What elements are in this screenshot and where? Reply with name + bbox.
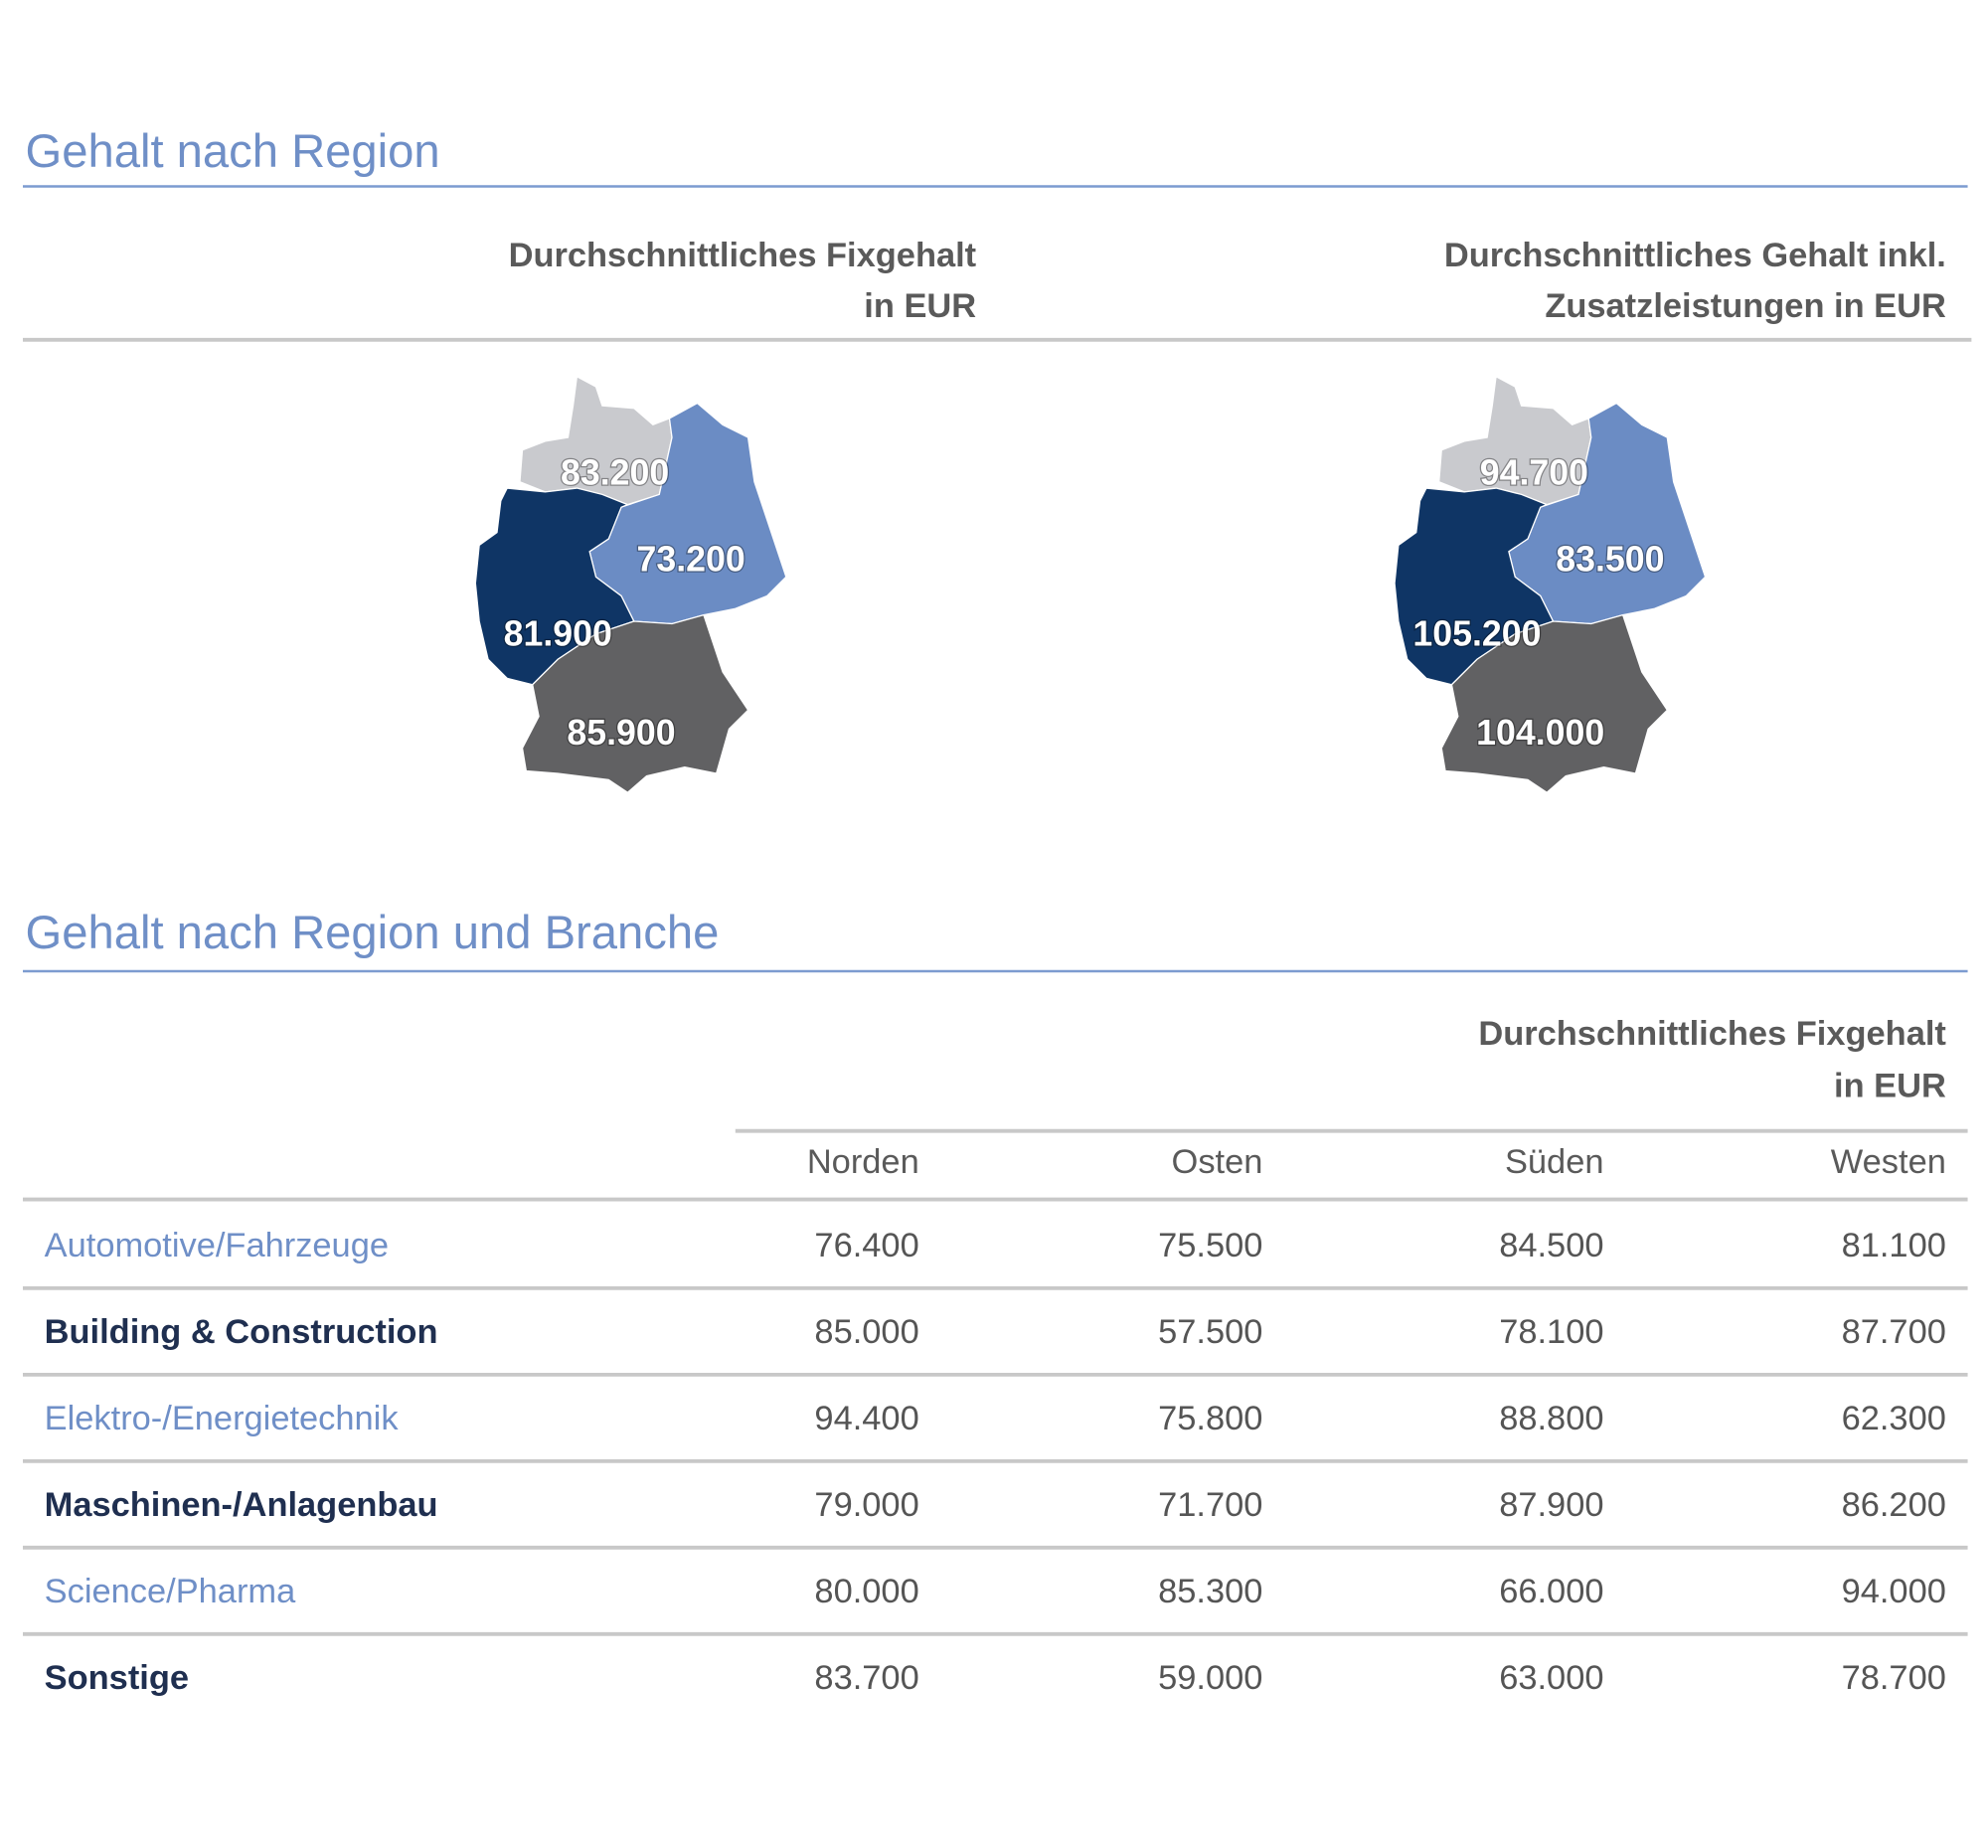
cell-value: 76.400: [814, 1227, 918, 1264]
map-value: 81.900: [504, 614, 612, 654]
column-header: Osten: [1172, 1143, 1263, 1181]
map-value: 85.900: [567, 713, 675, 753]
cell-value: 84.500: [1499, 1227, 1603, 1264]
cell-value: 94.000: [1842, 1573, 1946, 1610]
map-value: 83.200: [561, 453, 669, 493]
cell-value: 87.900: [1499, 1486, 1603, 1524]
cell-value: 59.000: [1158, 1659, 1262, 1697]
cell-value: 81.100: [1842, 1227, 1946, 1264]
cell-value: 94.400: [814, 1400, 918, 1437]
row-label: Sonstige: [45, 1659, 189, 1697]
table-caption: Durchschnittliches Fixgehalt: [1478, 1015, 1946, 1053]
row-label: Elektro-/Energietechnik: [45, 1400, 400, 1437]
column-header: Westen: [1831, 1143, 1946, 1181]
cell-value: 78.100: [1499, 1313, 1603, 1351]
cell-value: 88.800: [1499, 1400, 1603, 1437]
map-value: 104.000: [1476, 713, 1604, 753]
cell-value: 71.700: [1158, 1486, 1262, 1524]
cell-value: 80.000: [814, 1573, 918, 1610]
map-value: 73.200: [637, 539, 746, 579]
map-value: 105.200: [1412, 614, 1541, 654]
map: Durchschnittliches Gehalt inkl. Zusatzlei…: [1394, 237, 1946, 793]
cell-value: 78.700: [1842, 1659, 1946, 1697]
cell-value: 57.500: [1158, 1313, 1262, 1351]
map-caption: Zusatzleistungen in EUR: [1545, 287, 1946, 325]
map-caption: Durchschnittliches Fixgehalt: [509, 237, 977, 274]
row-label: Automotive/Fahrzeuge: [45, 1227, 389, 1264]
cell-value: 75.800: [1158, 1400, 1262, 1437]
cell-value: 83.700: [814, 1659, 918, 1697]
map-caption: in EUR: [864, 287, 976, 325]
section-title: Gehalt nach Region und Branche: [26, 907, 720, 959]
cell-value: 66.000: [1499, 1573, 1603, 1610]
map-region: [1440, 613, 1669, 793]
map-caption: Durchschnittliches Gehalt inkl.: [1444, 237, 1946, 274]
cell-value: 86.200: [1842, 1486, 1946, 1524]
map: Durchschnittliches Fixgehalt in EUR 83.200…: [474, 237, 977, 793]
cell-value: 85.000: [814, 1313, 918, 1351]
map-value: 94.700: [1480, 453, 1588, 493]
map-value: 83.500: [1556, 539, 1664, 579]
cell-value: 63.000: [1499, 1659, 1603, 1697]
section-title: Gehalt nach Region: [26, 125, 440, 178]
column-header: Süden: [1505, 1143, 1604, 1181]
row-label: Building & Construction: [45, 1313, 438, 1351]
table-caption: in EUR: [1834, 1067, 1946, 1104]
cell-value: 79.000: [814, 1486, 918, 1524]
cell-value: 62.300: [1842, 1400, 1946, 1437]
row-label: Science/Pharma: [45, 1573, 296, 1610]
cell-value: 85.300: [1158, 1573, 1262, 1610]
column-header: Norden: [807, 1143, 919, 1181]
map-region: [521, 613, 749, 793]
row-label: Maschinen-/Anlagenbau: [45, 1486, 438, 1524]
cell-value: 87.700: [1842, 1313, 1946, 1351]
cell-value: 75.500: [1158, 1227, 1262, 1264]
